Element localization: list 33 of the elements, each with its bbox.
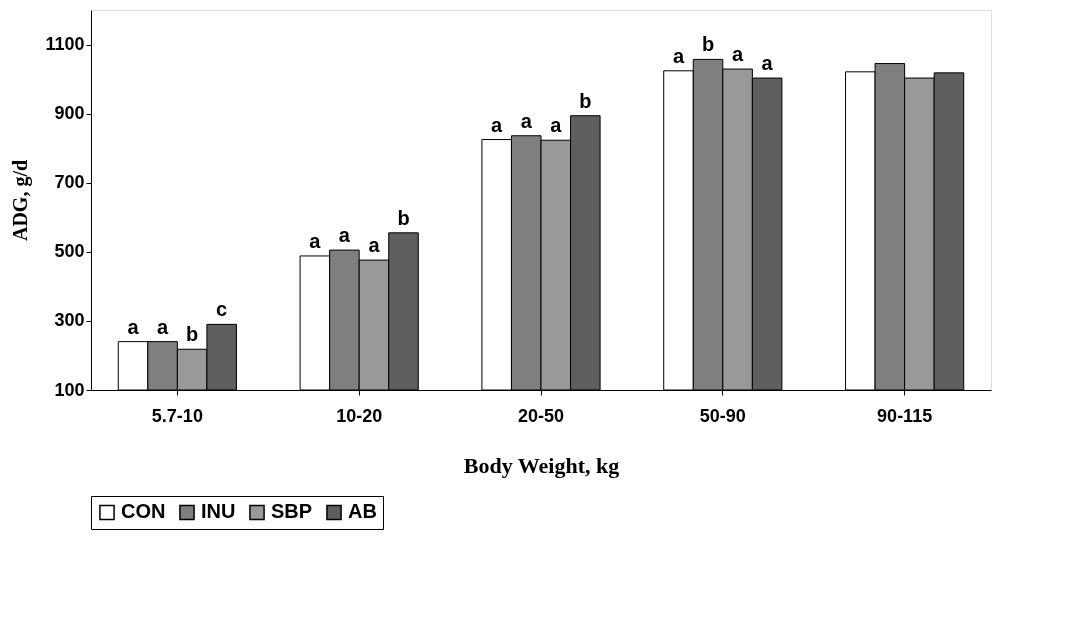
data-label: a: [491, 113, 504, 136]
legend-label: INU: [201, 500, 236, 523]
data-label: a: [309, 229, 322, 252]
data-label: a: [157, 315, 170, 338]
y-tick-label: 300: [54, 310, 85, 331]
data-label: a: [127, 315, 140, 338]
legend-label: SBP: [271, 500, 313, 523]
y-tick-label: 100: [54, 379, 85, 400]
x-axis-title: Body Weight, kg: [463, 452, 620, 478]
y-tick-label: 1100: [45, 34, 85, 55]
data-label: a: [761, 52, 774, 75]
x-tick-label: 90-115: [877, 405, 933, 426]
y-tick-label: 700: [54, 172, 85, 193]
data-label: a: [368, 234, 381, 257]
x-tick-label: 50-90: [699, 405, 746, 426]
data-label: b: [186, 323, 199, 346]
data-label: b: [701, 33, 715, 56]
data-label: a: [338, 224, 351, 247]
y-tick-label: 900: [54, 103, 85, 124]
x-tick-label: 10-20: [336, 405, 383, 426]
y-axis-title: ADG, g/d: [9, 159, 33, 242]
data-label: c: [216, 298, 228, 321]
legend-label: CON: [121, 500, 166, 523]
data-label: a: [520, 109, 533, 132]
data-label: b: [579, 89, 592, 112]
x-tick-label: 20-50: [517, 405, 565, 426]
legend-label: AB: [348, 500, 377, 523]
x-tick-label: 5.7-10: [151, 405, 203, 426]
data-label: a: [550, 114, 563, 137]
data-label: b: [397, 206, 410, 229]
y-tick-label: 500: [54, 241, 85, 262]
data-label: a: [732, 43, 745, 66]
data-label: a: [672, 44, 685, 67]
